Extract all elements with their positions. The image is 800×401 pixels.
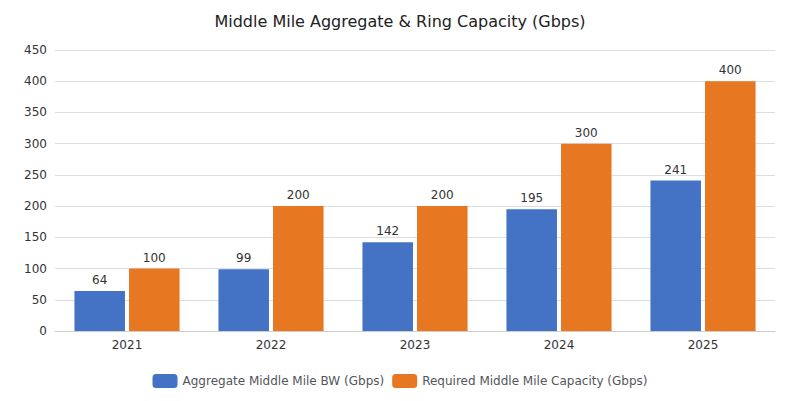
svg-text:64: 64 (92, 273, 107, 287)
svg-text:400: 400 (719, 63, 742, 77)
svg-text:200: 200 (287, 188, 310, 202)
svg-text:100: 100 (143, 251, 166, 265)
svg-text:Required Middle Mile Capacity: Required Middle Mile Capacity (Gbps) (422, 374, 647, 388)
svg-text:142: 142 (376, 224, 399, 238)
svg-text:0: 0 (39, 324, 47, 338)
svg-text:241: 241 (664, 163, 687, 177)
svg-text:99: 99 (236, 251, 251, 265)
svg-text:Aggregate Middle Mile BW (Gbps: Aggregate Middle Mile BW (Gbps) (183, 374, 385, 388)
svg-text:100: 100 (24, 262, 47, 276)
svg-text:300: 300 (24, 137, 47, 151)
svg-text:2024: 2024 (544, 338, 575, 352)
svg-text:195: 195 (520, 191, 543, 205)
svg-text:450: 450 (24, 43, 47, 57)
svg-text:400: 400 (24, 74, 47, 88)
svg-text:200: 200 (24, 199, 47, 213)
svg-text:200: 200 (431, 188, 454, 202)
svg-text:2025: 2025 (688, 338, 719, 352)
svg-text:350: 350 (24, 105, 47, 119)
svg-text:50: 50 (32, 293, 47, 307)
svg-text:250: 250 (24, 168, 47, 182)
svg-text:2021: 2021 (112, 338, 143, 352)
svg-text:2023: 2023 (400, 338, 431, 352)
svg-text:300: 300 (575, 126, 598, 140)
svg-text:Middle Mile Aggregate & Ring C: Middle Mile Aggregate & Ring Capacity (G… (214, 12, 585, 31)
svg-text:150: 150 (24, 230, 47, 244)
svg-text:2022: 2022 (256, 338, 287, 352)
